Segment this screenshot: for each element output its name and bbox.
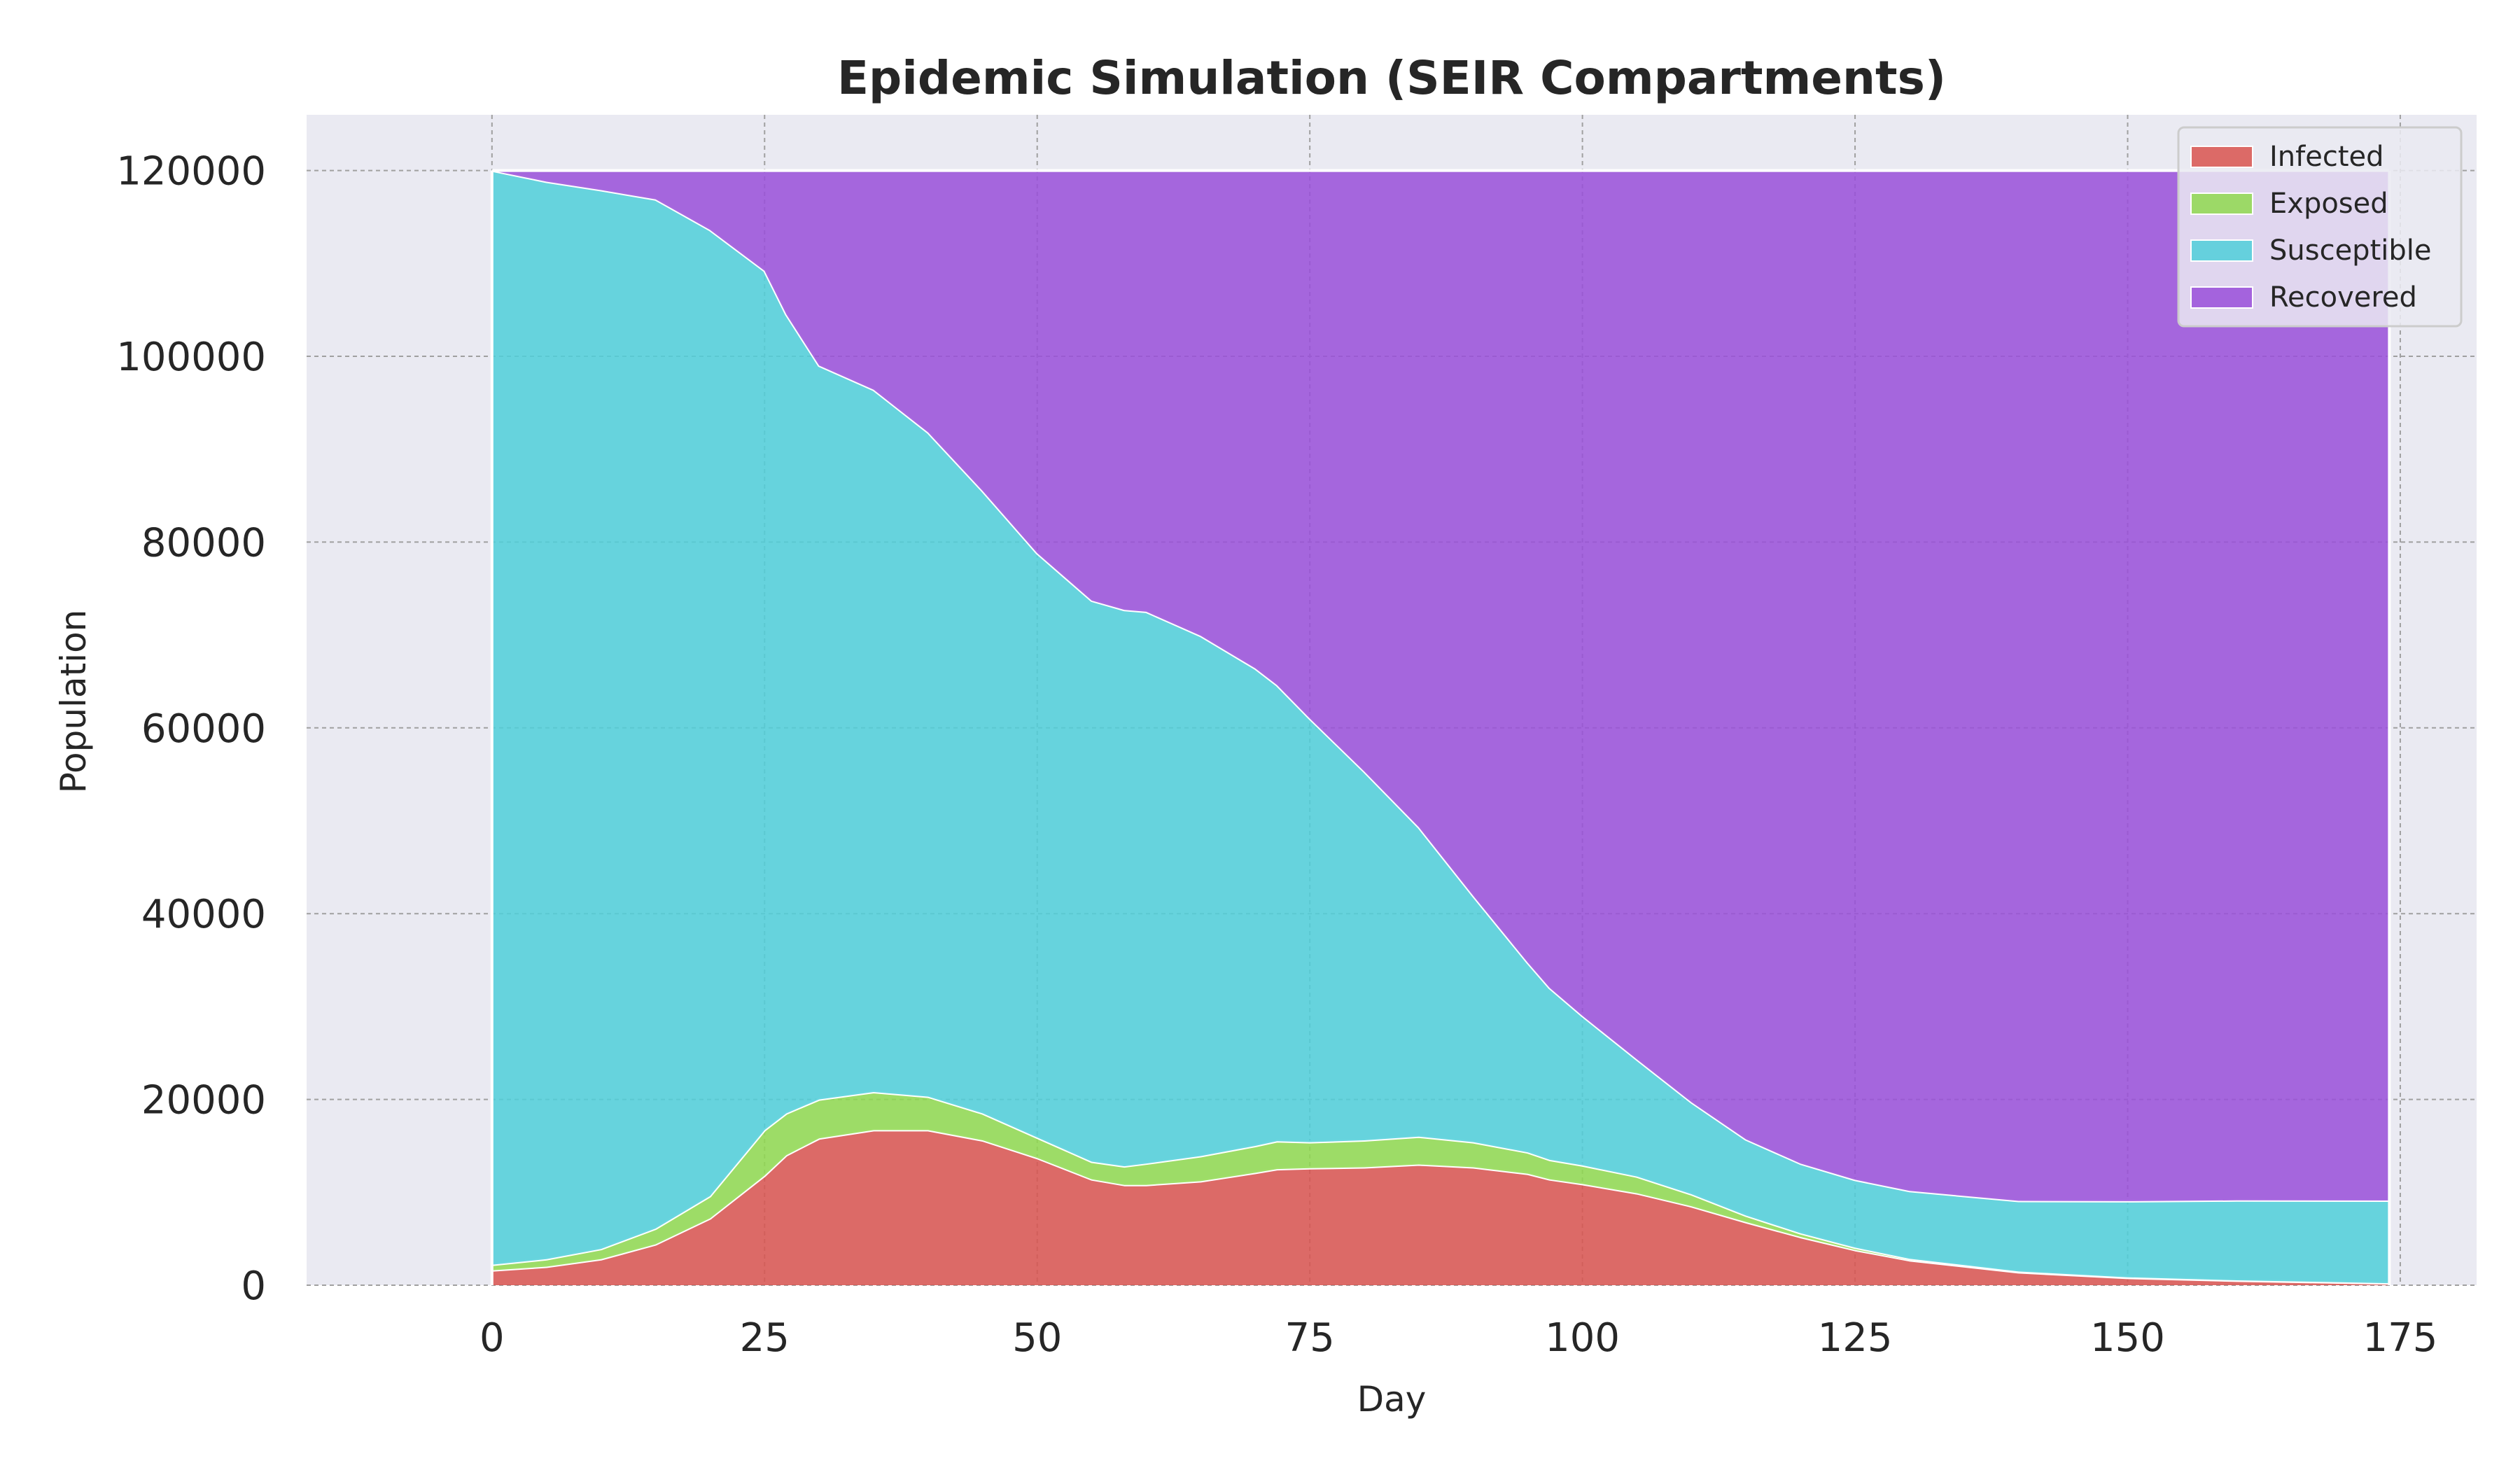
y-axis-label: Population — [53, 610, 94, 794]
legend-swatch-susceptible — [2190, 239, 2253, 262]
chart-title: Epidemic Simulation (SEIR Compartments) — [837, 51, 1946, 105]
tick-labels: 0 25 50 75 100 125 150 175 0 20000 40000 60000 80000… — [116, 149, 2437, 1361]
legend-box — [2177, 126, 2463, 328]
area-infected — [491, 1130, 2390, 1285]
y-tick-label: 40000 — [141, 892, 266, 937]
legend-swatch-infected — [2190, 146, 2253, 168]
legend-swatch-recovered — [2190, 286, 2253, 309]
y-tick-label: 0 — [241, 1264, 266, 1309]
stacked-areas — [490, 169, 2391, 1285]
y-tick-label: 60000 — [141, 706, 266, 752]
y-tick-label: 120000 — [116, 149, 266, 195]
x-axis-label: Day — [1357, 1379, 1427, 1420]
y-tick-label: 20000 — [141, 1078, 266, 1124]
x-tick-label: 125 — [1818, 1315, 1893, 1361]
y-tick-label: 100000 — [116, 335, 266, 380]
x-tick-label: 75 — [1285, 1315, 1335, 1361]
x-tick-label: 50 — [1012, 1315, 1062, 1361]
x-tick-label: 25 — [740, 1315, 790, 1361]
legend-label-exposed: Exposed — [2269, 188, 2388, 220]
x-tick-label: 175 — [2363, 1315, 2438, 1361]
y-tick-label: 80000 — [141, 520, 266, 566]
legend: Infected Exposed Susceptible Recovered — [2177, 126, 2463, 328]
x-tick-label: 100 — [1545, 1315, 1620, 1361]
x-tick-label: 150 — [2090, 1315, 2165, 1361]
area-susceptible — [491, 170, 2390, 1284]
area-recovered — [491, 170, 2390, 1201]
legend-label-susceptible: Susceptible — [2269, 234, 2431, 267]
x-tick-label: 0 — [479, 1315, 505, 1361]
legend-label-recovered: Recovered — [2269, 281, 2417, 314]
legend-label-infected: Infected — [2269, 141, 2384, 173]
legend-swatch-exposed — [2190, 192, 2253, 215]
